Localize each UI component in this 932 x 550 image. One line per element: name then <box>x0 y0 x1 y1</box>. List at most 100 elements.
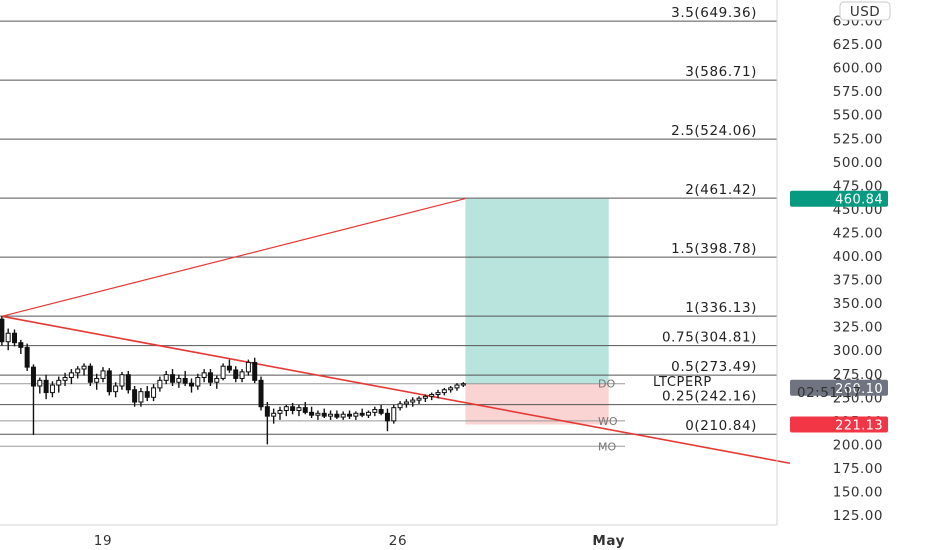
fib-level-label: 2.5(524.06) <box>671 123 757 139</box>
price-tick-label: 400.00 <box>833 249 883 265</box>
candlesticks <box>0 316 466 445</box>
price-tick-label: 525.00 <box>833 131 883 147</box>
fib-level-label: 0.25(242.16) <box>662 389 757 405</box>
candle <box>233 366 239 383</box>
candle <box>435 389 441 399</box>
candle <box>132 385 138 407</box>
candle <box>384 408 390 432</box>
candle <box>264 402 270 445</box>
price-tag-label: 460.84 <box>835 193 883 208</box>
candle <box>49 381 55 398</box>
price-tag-label: 260.10 <box>835 382 883 397</box>
period-open-levels: DO WO MO <box>0 378 625 453</box>
profit-zone[interactable] <box>465 198 609 384</box>
price-tick-label: 600.00 <box>833 61 883 77</box>
candle <box>220 363 226 381</box>
price-tag: 460.84 <box>790 190 888 208</box>
candle <box>441 387 447 396</box>
candle <box>176 374 182 388</box>
candle <box>62 372 68 386</box>
candle <box>365 410 371 419</box>
price-tick-label: 175.00 <box>833 461 883 477</box>
candle <box>315 410 321 420</box>
candle <box>245 359 251 376</box>
candle <box>403 399 409 408</box>
candle <box>391 404 397 424</box>
candle <box>302 402 308 415</box>
candle <box>214 375 220 389</box>
candle <box>163 370 169 385</box>
trend-line[interactable] <box>1 197 466 317</box>
candle <box>81 363 87 376</box>
price-tick-label: 375.00 <box>833 273 883 289</box>
currency-label: USD <box>850 4 880 20</box>
period-open-label: WO <box>598 415 618 428</box>
candle <box>296 404 302 417</box>
candle <box>24 343 30 371</box>
price-tick-label: 550.00 <box>833 108 883 124</box>
price-tag-label: 221.13 <box>835 418 883 433</box>
period-open-label: MO <box>598 440 616 453</box>
currency-button[interactable]: USD <box>839 1 891 21</box>
candle <box>87 363 93 386</box>
trend-line[interactable] <box>1 315 791 465</box>
price-tick-label: 425.00 <box>833 225 883 241</box>
candle <box>334 410 340 419</box>
candle <box>12 329 18 347</box>
candle <box>100 367 106 383</box>
price-axis[interactable]: 650.00625.00600.00575.00550.00525.00500.… <box>833 14 883 525</box>
symbol-label: LTCPERP <box>653 375 712 390</box>
candle <box>144 385 150 402</box>
candle <box>448 385 454 393</box>
fib-levels: 3.5(649.36) 3(586.71) 2.5(524.06) 2(461.42)… <box>0 5 777 435</box>
candle <box>113 382 119 398</box>
candle <box>119 371 125 390</box>
fib-level-label: 3.5(649.36) <box>671 5 757 21</box>
stop-zone[interactable] <box>465 383 609 425</box>
candle <box>5 328 11 351</box>
candle <box>460 382 466 387</box>
candle <box>106 368 112 396</box>
position-zones <box>465 198 609 425</box>
candle <box>429 392 435 401</box>
candle <box>353 411 359 420</box>
date-tick-label: 26 <box>389 533 407 549</box>
fib-level-label: 0.75(304.81) <box>662 330 757 346</box>
candle <box>454 383 460 391</box>
fib-level-label: 3(586.71) <box>685 64 757 80</box>
candle <box>378 404 384 416</box>
candle <box>170 369 176 386</box>
candle <box>138 387 144 407</box>
candle <box>43 374 49 400</box>
candle <box>157 376 163 392</box>
candle <box>252 357 258 384</box>
date-tick-label: May <box>592 533 625 549</box>
price-tick-label: 475.00 <box>833 178 883 194</box>
candle <box>226 359 232 373</box>
price-tick-label: 575.00 <box>833 84 883 100</box>
fib-level-label: 1.5(398.78) <box>671 241 757 257</box>
candle <box>416 396 422 404</box>
candle <box>239 369 245 383</box>
trend-lines[interactable] <box>1 197 791 465</box>
date-tick-label: 19 <box>94 533 112 549</box>
candle <box>68 369 74 385</box>
fib-level-label: 0.5(273.49) <box>671 359 757 375</box>
candle <box>188 378 194 393</box>
candle <box>283 404 289 417</box>
candle <box>18 339 24 354</box>
price-tick-label: 350.00 <box>833 296 883 312</box>
candle <box>125 370 131 394</box>
candle <box>328 410 334 420</box>
candle <box>75 366 81 379</box>
fib-level-label: 2(461.42) <box>685 182 757 198</box>
fib-level-label: 1(336.13) <box>685 300 757 316</box>
price-tick-label: 300.00 <box>833 343 883 359</box>
candle <box>37 377 43 394</box>
time-axis[interactable]: 19 26 May <box>94 533 625 549</box>
candle <box>347 410 353 419</box>
price-tick-label: 150.00 <box>833 485 883 501</box>
candle <box>30 364 36 435</box>
candle <box>182 370 188 386</box>
